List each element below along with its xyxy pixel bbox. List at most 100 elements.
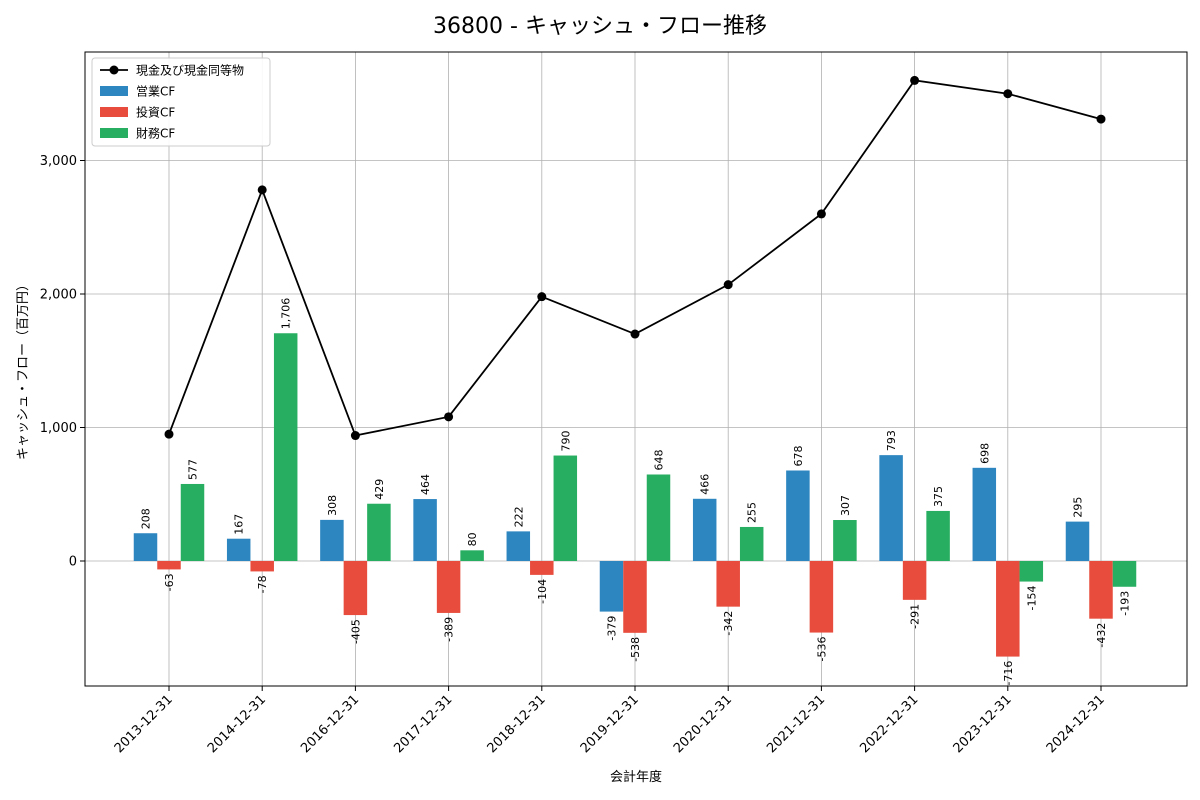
- bar-operating: [1065, 521, 1090, 561]
- y-tick-label: 2,000: [40, 288, 77, 303]
- bar-operating: [879, 455, 903, 561]
- bar-investing: [436, 561, 461, 613]
- bar-financing: [926, 510, 950, 561]
- bar-investing: [623, 561, 647, 633]
- bar-investing: [809, 561, 834, 633]
- bar-financing: [1019, 561, 1044, 582]
- x-tick-label: 2023-12-31: [951, 692, 1015, 756]
- bar-investing: [902, 561, 927, 600]
- bar-value-label: -104: [536, 579, 549, 604]
- cash-point: [350, 431, 360, 441]
- bar-value-label: -536: [815, 637, 828, 662]
- bar-value-label: -405: [349, 619, 362, 644]
- bar-value-label: 678: [792, 445, 805, 466]
- bar-investing: [157, 561, 181, 570]
- bar-financing: [739, 526, 764, 561]
- bar-financing: [460, 550, 484, 561]
- bar-investing: [530, 561, 554, 575]
- bar-financing: [367, 503, 391, 561]
- bar-value-label: -716: [1002, 661, 1015, 686]
- bar-value-label: -389: [443, 617, 456, 642]
- bar-value-label: 698: [978, 443, 991, 464]
- bar-value-label: 80: [466, 532, 479, 546]
- bar-value-label: 222: [512, 506, 525, 527]
- bar-operating: [786, 470, 810, 561]
- bar-operating: [692, 498, 717, 561]
- y-tick-label: 0: [69, 555, 77, 570]
- bar-value-label: 375: [932, 486, 945, 507]
- legend-box: [91, 57, 271, 147]
- bar-investing: [343, 561, 368, 616]
- x-tick-label: 2024-12-31: [1044, 692, 1108, 756]
- cash-point: [537, 292, 547, 302]
- x-tick-label: 2014-12-31: [205, 692, 269, 756]
- bar-financing: [180, 483, 205, 561]
- bar-financing: [553, 455, 578, 561]
- cash-point: [1003, 89, 1013, 99]
- bar-operating: [599, 561, 624, 612]
- bar-value-label: -379: [606, 616, 619, 641]
- legend-bar-swatch: [100, 128, 128, 138]
- x-tick-label: 2018-12-31: [485, 692, 549, 756]
- cash-point: [723, 280, 733, 290]
- legend-marker: [109, 65, 119, 75]
- bar-investing: [716, 561, 740, 607]
- bar-value-label: 466: [699, 474, 712, 495]
- cash-point: [910, 75, 920, 85]
- bar-value-label: -432: [1095, 623, 1108, 648]
- bar-operating: [506, 531, 531, 561]
- cash-point: [164, 429, 174, 439]
- bar-financing: [833, 520, 857, 561]
- bar-operating: [972, 467, 997, 561]
- x-axis-label: 会計年度: [610, 769, 662, 785]
- data-labels: 208 167 308 464 222 -379 466 678 793 698 295 -63 -78…: [140, 298, 1132, 686]
- bar-value-label: 577: [187, 459, 200, 480]
- bar-investing: [996, 561, 1020, 657]
- legend-entry: 営業CF: [136, 85, 175, 99]
- bar-value-label: 429: [373, 479, 386, 500]
- x-axis-ticks: 2013-12-31 2014-12-31 2016-12-31 2017-12-31…: [112, 686, 1108, 756]
- bar-value-label: 793: [885, 430, 898, 451]
- bar-operating: [133, 533, 158, 561]
- bar-value-label: 255: [746, 502, 759, 523]
- bar-value-label: -154: [1025, 586, 1038, 611]
- bar-value-label: 208: [140, 508, 153, 529]
- cash-point: [816, 209, 826, 219]
- bar-value-label: 790: [559, 431, 572, 452]
- x-tick-label: 2020-12-31: [671, 692, 735, 756]
- bar-value-label: 648: [653, 449, 666, 470]
- bar-value-label: -342: [722, 611, 735, 636]
- y-axis-ticks: 0 1,000 2,000 3,000: [40, 154, 85, 570]
- legend-entry: 現金及び現金同等物: [136, 63, 244, 78]
- bar-financing: [1112, 561, 1137, 587]
- bar-value-label: -193: [1119, 591, 1132, 616]
- x-tick-label: 2021-12-31: [764, 692, 828, 756]
- bar-value-label: 308: [326, 495, 339, 516]
- bar-value-label: 464: [419, 474, 432, 495]
- bar-value-label: 1,706: [280, 298, 293, 330]
- bar-value-label: -78: [256, 575, 269, 593]
- x-tick-label: 2016-12-31: [298, 692, 362, 756]
- bar-financing: [273, 333, 298, 561]
- y-axis-label: キャッシュ・フロー（百万円）: [16, 278, 31, 460]
- cash-point: [630, 329, 640, 339]
- bar-value-label: 167: [233, 514, 246, 535]
- legend-entry: 投資CF: [136, 105, 175, 120]
- bar-value-label: -291: [909, 604, 922, 629]
- bar-financing: [646, 474, 671, 561]
- bar-value-label: 307: [839, 495, 852, 516]
- bar-value-label: -63: [163, 573, 176, 591]
- y-tick-label: 3,000: [40, 154, 77, 169]
- cash-point: [444, 412, 454, 422]
- x-tick-label: 2013-12-31: [112, 692, 176, 756]
- bar-operating: [413, 499, 437, 561]
- bar-investing: [1089, 561, 1113, 619]
- plot-frame: [84, 51, 1188, 687]
- chart-title: 36800 - キャッシュ・フロー推移: [433, 14, 767, 39]
- bar-value-label: -538: [629, 637, 642, 662]
- bar-investing: [250, 561, 274, 572]
- x-tick-label: 2017-12-31: [391, 692, 455, 756]
- legend-entry: 財務CF: [136, 126, 175, 141]
